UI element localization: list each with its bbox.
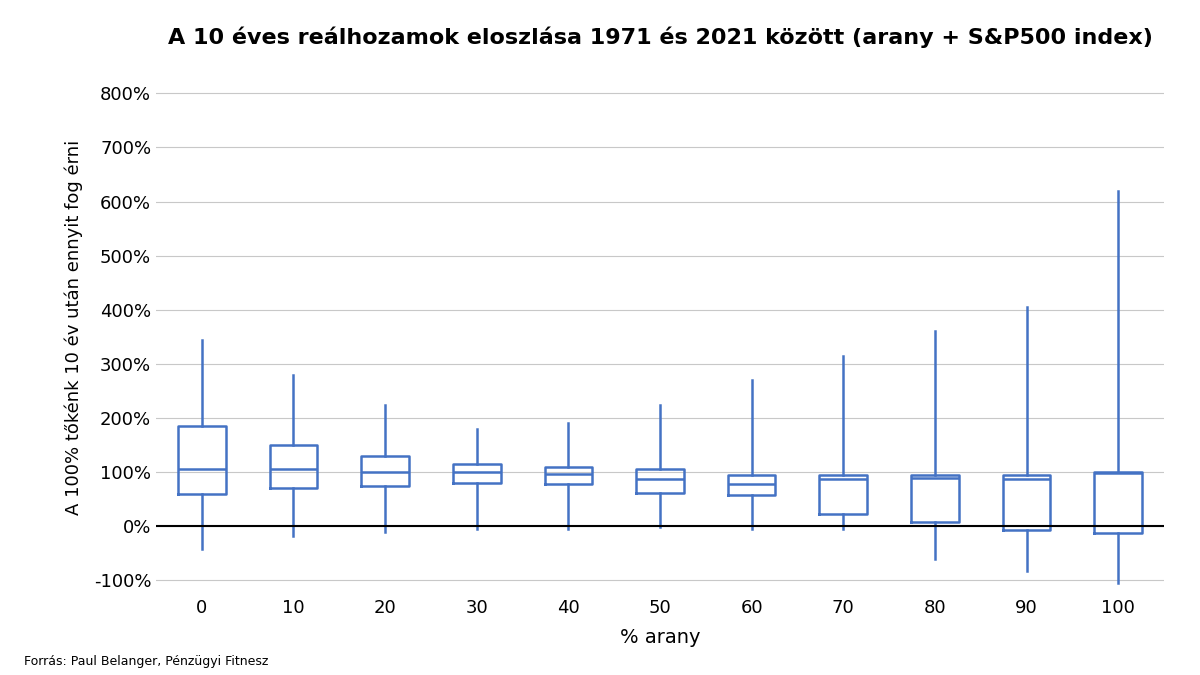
Y-axis label: A 100% tőkénk 10 év után ennyit fog érni: A 100% tőkénk 10 év után ennyit fog érni	[64, 140, 83, 515]
Title: A 10 éves reálhozamok eloszlása 1971 és 2021 között (arany + S&P500 index): A 10 éves reálhozamok eloszlása 1971 és …	[168, 26, 1152, 48]
Text: Forrás: Paul Belanger, Pénzügyi Fitnesz: Forrás: Paul Belanger, Pénzügyi Fitnesz	[24, 655, 269, 668]
X-axis label: % arany: % arany	[619, 628, 701, 647]
